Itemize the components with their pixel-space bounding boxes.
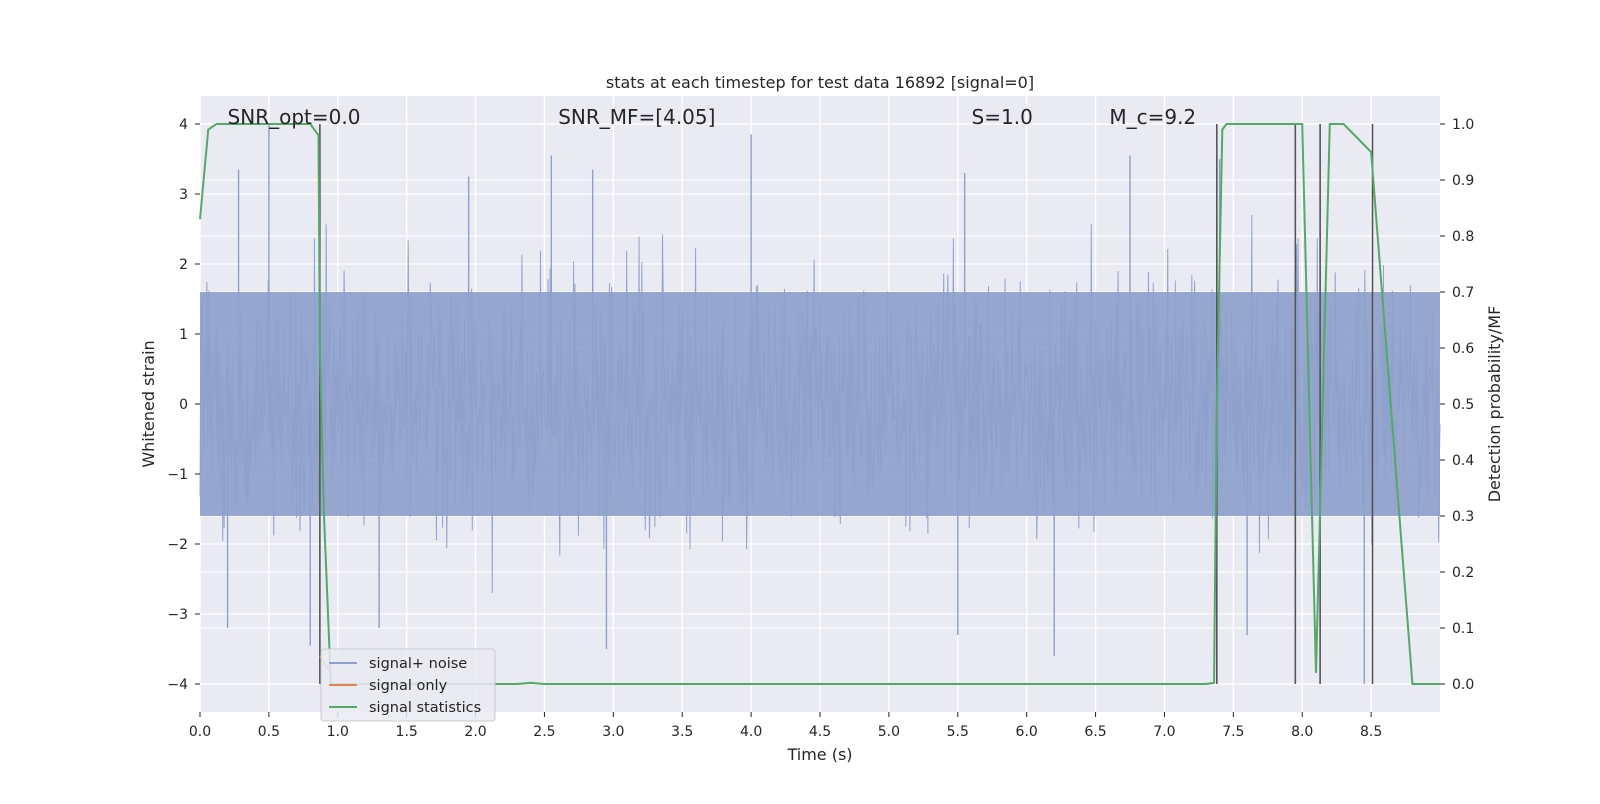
annotation-layer: SNR_opt=0.0 SNR_MF=[4.05] S=1.0 M_c=9.2 <box>228 105 1197 129</box>
x-tick-label-8: 4.0 <box>740 724 762 740</box>
y-left-tick-label-6: −2 <box>167 537 188 553</box>
x-tick-label-10: 5.0 <box>878 724 900 740</box>
y-left-tick-label-7: −3 <box>167 607 188 623</box>
x-tick-label-9: 4.5 <box>809 724 831 740</box>
x-tick-label-11: 5.5 <box>947 724 969 740</box>
legend: signal+ noise signal only signal statist… <box>320 648 496 722</box>
y-left-tick-label-2: 2 <box>179 257 188 273</box>
x-tick-label-7: 3.5 <box>671 724 693 740</box>
x-tick-label-2: 1.0 <box>327 724 349 740</box>
y-right-tick-label-5: 0.5 <box>1452 397 1474 413</box>
y-right-tick-label-9: 0.1 <box>1452 621 1474 637</box>
y-left-tick-label-5: −1 <box>167 467 188 483</box>
x-tick-label-12: 6.0 <box>1016 724 1038 740</box>
x-tick-label-1: 0.5 <box>258 724 280 740</box>
annotation-2: S=1.0 <box>972 105 1033 129</box>
x-tick-label-0: 0.0 <box>189 724 211 740</box>
y-left-tick-label-1: 3 <box>179 187 188 203</box>
x-tick-label-6: 3.0 <box>602 724 624 740</box>
y-left-tick-label-3: 1 <box>179 327 188 343</box>
x-tick-label-17: 8.5 <box>1360 724 1382 740</box>
y-right-tick-label-10: 0.0 <box>1452 677 1474 693</box>
y-left-tick-label-4: 0 <box>179 397 188 413</box>
series-signal-statistics <box>199 123 1440 685</box>
y-axis-label-left: Whitened strain <box>139 340 158 467</box>
annotation-1: SNR_MF=[4.05] <box>558 105 715 129</box>
y-right-tick-label-8: 0.2 <box>1452 565 1474 581</box>
legend-label-signal: signal only <box>369 678 448 694</box>
x-tick-label-3: 1.5 <box>396 724 418 740</box>
y-right-tick-layer: 1.0 0.9 0.8 0.7 0.6 0.5 0.4 0.3 0.2 0.1 0.0 <box>1440 117 1474 693</box>
y-left-tick-layer: 4 3 2 1 0 −1 −2 −3 −4 <box>167 117 200 693</box>
y-right-tick-label-2: 0.8 <box>1452 229 1474 245</box>
y-right-tick-label-4: 0.6 <box>1452 341 1474 357</box>
y-right-tick-label-0: 1.0 <box>1452 117 1474 133</box>
x-tick-label-16: 8.0 <box>1291 724 1313 740</box>
legend-label-noise: signal+ noise <box>369 656 467 672</box>
legend-box <box>320 648 496 722</box>
y-right-tick-label-6: 0.4 <box>1452 453 1474 469</box>
x-tick-label-15: 7.5 <box>1222 724 1244 740</box>
noise-layer <box>199 124 1441 684</box>
y-right-tick-label-3: 0.7 <box>1452 285 1474 301</box>
y-right-tick-label-1: 0.9 <box>1452 173 1474 189</box>
legend-label-statistics: signal statistics <box>369 700 481 716</box>
annotation-0: SNR_opt=0.0 <box>228 105 361 129</box>
x-tick-label-13: 6.5 <box>1084 724 1106 740</box>
y-right-tick-label-7: 0.3 <box>1452 509 1474 525</box>
x-tick-label-5: 2.5 <box>533 724 555 740</box>
x-tick-label-14: 7.0 <box>1153 724 1175 740</box>
annotation-3: M_c=9.2 <box>1109 105 1196 129</box>
chart-title: stats at each timestep for test data 168… <box>606 73 1034 92</box>
x-tick-layer: 0.0 0.5 1.0 1.5 2.0 2.5 3.0 3.5 4.0 4.5 5.0 5.5 6.0 6… <box>189 712 1382 740</box>
x-tick-label-4: 2.0 <box>464 724 486 740</box>
marker-layer <box>319 124 1374 684</box>
x-axis-label: Time (s) <box>786 745 852 764</box>
y-axis-label-right: Detection probability/MF <box>1485 306 1504 503</box>
series-signal-noise <box>199 214 1441 594</box>
y-left-tick-label-0: 4 <box>179 117 188 133</box>
y-left-tick-label-8: −4 <box>167 677 188 693</box>
statistics-layer <box>199 123 1440 685</box>
